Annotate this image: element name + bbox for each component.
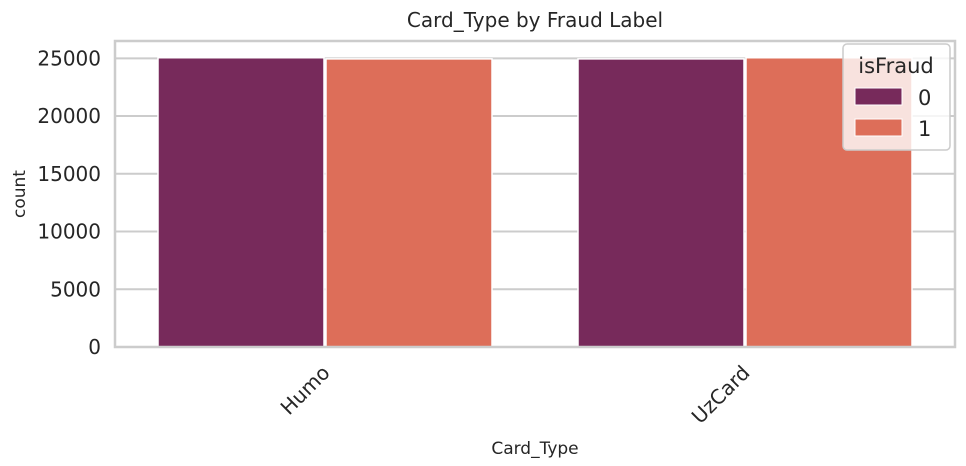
bar-humo-series-1	[325, 58, 493, 348]
x-tick-label: Humo	[276, 361, 335, 420]
y-tick-label: 0	[88, 335, 101, 359]
chart-title: Card_Type by Fraud Label	[407, 8, 663, 32]
bar-uzcard-series-0	[577, 58, 745, 348]
y-axis-label: count	[10, 170, 30, 218]
bar-humo-series-0	[157, 56, 325, 348]
legend-swatch	[854, 87, 903, 106]
x-axis-label: Card_Type	[491, 439, 578, 459]
y-tick-label: 20000	[37, 104, 101, 128]
y-tick-label: 10000	[37, 220, 101, 244]
bars-group	[157, 56, 913, 348]
plot-frame	[113, 39, 957, 349]
legend-label: 0	[918, 86, 931, 110]
x-tick-label: UzCard	[687, 361, 755, 429]
y-tick-label: 25000	[37, 46, 101, 70]
legend-swatch	[854, 118, 903, 137]
y-tick-label: 5000	[50, 277, 101, 301]
x-tick-labels: Humo UzCard	[276, 361, 755, 429]
y-tick-labels: 0 5000 10000 15000 20000 25000	[37, 46, 101, 359]
legend-items: 01	[854, 86, 931, 141]
legend-title: isFraud	[858, 54, 933, 78]
legend: isFraud 01	[842, 43, 951, 151]
legend-label: 1	[918, 117, 931, 141]
y-tick-label: 15000	[37, 162, 101, 186]
